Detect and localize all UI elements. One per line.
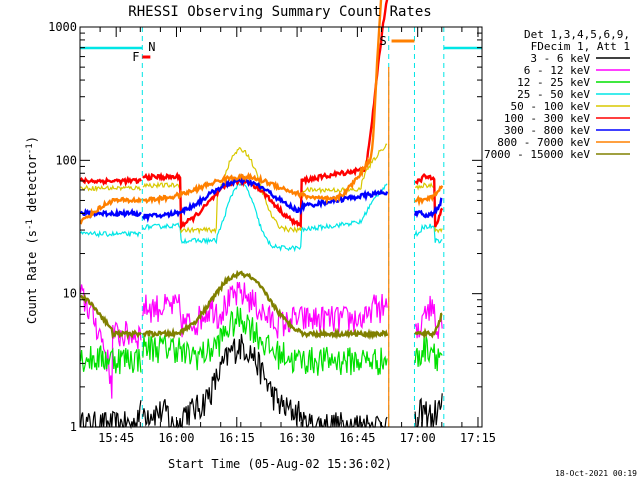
data-curves: [79, 0, 445, 430]
chart-title: RHESSI Observing Summary Count Rates: [128, 4, 431, 20]
legend-entry-label: 25 - 50 keV: [517, 88, 590, 101]
legend-header-line: Det 1,3,4,5,6,9,: [524, 28, 630, 41]
legend-header-line: FDecim 1, Att 1: [531, 40, 630, 53]
series-line: [414, 181, 443, 234]
series-line: [80, 293, 142, 341]
series-line: [414, 223, 443, 244]
series-line: [142, 0, 383, 206]
flag-label: F: [132, 50, 139, 64]
axes: 1 10 100 1000 15:45 16:00 16:15 16:30 16:45 17:00…: [48, 20, 496, 445]
x-tick-label: 16:15: [219, 431, 255, 445]
flag-label: S: [380, 34, 387, 48]
x-tick-label: 16:30: [279, 431, 315, 445]
series-line: [414, 335, 443, 372]
series-line: [142, 269, 389, 341]
series-line: [413, 197, 443, 219]
x-tick-label: 16:45: [339, 431, 375, 445]
flag-label: N: [148, 40, 155, 54]
series-line: [142, 0, 389, 231]
legend-entry-label: 100 - 300 keV: [504, 112, 590, 125]
legend-entry-label: 6 - 12 keV: [524, 64, 591, 77]
series-line: [79, 175, 142, 187]
y-tick-label: 1: [70, 420, 77, 434]
series-line: [142, 180, 388, 253]
legend-entry-label: 12 - 25 keV: [517, 76, 590, 89]
x-tick-label: 16:00: [158, 431, 194, 445]
legend-entry-label: 3 - 6 keV: [530, 52, 590, 65]
legend-entry-label: 300 - 800 keV: [504, 124, 590, 137]
y-axis-label: Count Rate (s-1 detector-1): [25, 136, 39, 324]
y-tick-label: 100: [55, 153, 77, 167]
series-line: [80, 184, 142, 193]
series-line: [414, 295, 443, 339]
series-line: [142, 333, 388, 429]
y-tick-label: 10: [63, 287, 77, 301]
timestamp: 18-Oct-2021 00:19: [555, 469, 637, 478]
series-line: [141, 175, 389, 223]
x-tick-label: 15:45: [98, 431, 134, 445]
series-line: [79, 207, 142, 219]
series-line: [414, 185, 444, 207]
x-tick-label: 17:00: [400, 431, 436, 445]
legend-entry-label: 7000 - 15000 keV: [484, 148, 590, 161]
series-line: [80, 229, 142, 239]
series-line: [415, 172, 444, 228]
legend: Det 1,3,4,5,6,9,FDecim 1, Att 13 - 6 keV…: [484, 28, 630, 161]
x-axis-label: Start Time (05-Aug-02 15:36:02): [168, 457, 392, 471]
flag-bars: NF S: [80, 34, 482, 64]
series-line: [79, 195, 142, 225]
series-line: [414, 393, 443, 428]
series-line: [142, 306, 388, 376]
x-tick-label: 17:15: [460, 431, 496, 445]
legend-entry-label: 50 - 100 keV: [511, 100, 591, 113]
y-tick-label: 1000: [48, 20, 77, 34]
legend-entry-label: 800 - 7000 keV: [497, 136, 590, 149]
series-line: [80, 345, 142, 375]
series-line: [142, 281, 388, 339]
series-line: [414, 312, 443, 340]
